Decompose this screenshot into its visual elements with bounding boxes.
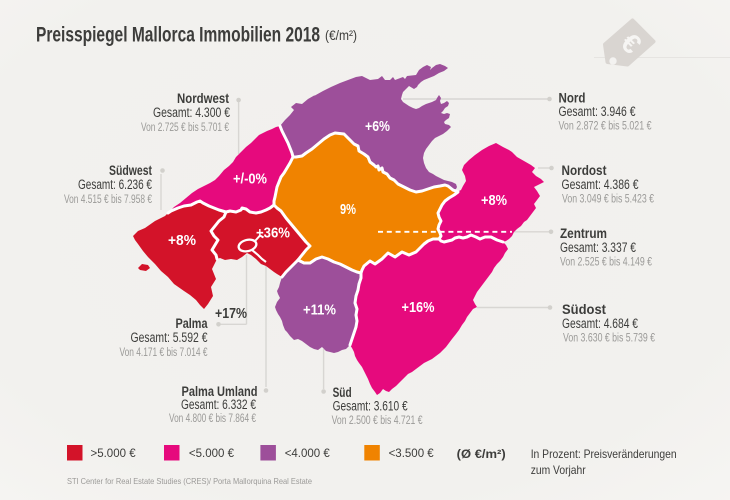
svg-text:9%: 9% <box>340 202 356 218</box>
svg-text:+36%: +36% <box>256 226 290 242</box>
svg-text:+16%: +16% <box>402 300 435 316</box>
svg-text:Südwest: Südwest <box>109 163 152 178</box>
svg-text:Von 4.800 € bis 7.864 €: Von 4.800 € bis 7.864 € <box>169 413 256 425</box>
svg-text:Gesamt: 6.236 €: Gesamt: 6.236 € <box>78 177 152 192</box>
svg-text:zum Vorjahr: zum Vorjahr <box>531 463 586 477</box>
svg-text:Gesamt: 4.684 €: Gesamt: 4.684 € <box>562 316 638 331</box>
svg-text:Gesamt: 3.610 €: Gesamt: 3.610 € <box>333 399 408 414</box>
svg-text:Gesamt: 4.300 €: Gesamt: 4.300 € <box>153 105 230 120</box>
svg-text:Gesamt: 6.332 €: Gesamt: 6.332 € <box>181 397 256 412</box>
svg-text:Von 3.630 € bis 5.739 €: Von 3.630 € bis 5.739 € <box>563 333 655 345</box>
svg-text:(€/m²): (€/m²) <box>325 28 357 43</box>
svg-text:Gesamt: 4.386 €: Gesamt: 4.386 € <box>562 177 639 192</box>
svg-text:Gesamt: 3.946 €: Gesamt: 3.946 € <box>559 104 636 119</box>
svg-text:Preisspiegel Mallorca Immobili: Preisspiegel Mallorca Immobilien 2018 <box>36 24 320 47</box>
svg-text:Von 4.171 € bis 7.014 €: Von 4.171 € bis 7.014 € <box>120 347 208 359</box>
svg-text:STI Center for Real Estate Stu: STI Center for Real Estate Studies (CRES… <box>67 476 312 486</box>
svg-text:Palma: Palma <box>176 316 208 331</box>
svg-text:+6%: +6% <box>365 119 390 135</box>
svg-text:Gesamt: 3.337 €: Gesamt: 3.337 € <box>560 240 636 255</box>
svg-text:+11%: +11% <box>303 303 336 319</box>
svg-text:Zentrum: Zentrum <box>560 226 607 241</box>
svg-text:+8%: +8% <box>168 233 196 249</box>
svg-text:Nord: Nord <box>559 91 586 106</box>
svg-text:(Ø €/m²): (Ø €/m²) <box>457 447 506 461</box>
svg-text:Nordost: Nordost <box>562 163 607 178</box>
svg-text:Nordwest: Nordwest <box>177 91 229 106</box>
svg-text:<4.000 €: <4.000 € <box>285 448 331 460</box>
svg-text:+17%: +17% <box>215 306 247 322</box>
svg-text:>5.000 €: >5.000 € <box>91 448 137 460</box>
svg-text:Gesamt: 5.592 €: Gesamt: 5.592 € <box>131 330 208 345</box>
svg-text:Südost: Südost <box>562 302 606 317</box>
svg-text:+/-0%: +/-0% <box>233 172 267 188</box>
svg-text:<5.000 €: <5.000 € <box>189 448 235 460</box>
svg-text:Von 2.500 € bis 4.721 €: Von 2.500 € bis 4.721 € <box>332 415 423 427</box>
svg-text:Von 2.525 € bis 4.149 €: Von 2.525 € bis 4.149 € <box>560 257 652 269</box>
svg-text:<3.500 €: <3.500 € <box>389 448 435 460</box>
svg-text:Süd: Süd <box>333 385 352 400</box>
svg-text:In Prozent: Preisveränderungen: In Prozent: Preisveränderungen <box>531 447 677 461</box>
svg-text:Von 2.725 € bis 5.701 €: Von 2.725 € bis 5.701 € <box>141 122 229 134</box>
svg-text:Von 4.515 € bis 7.958 €: Von 4.515 € bis 7.958 € <box>64 194 152 206</box>
svg-text:Von 2.872 € bis 5.021 €: Von 2.872 € bis 5.021 € <box>559 121 652 133</box>
svg-text:Von 3.049 € bis 5.423 €: Von 3.049 € bis 5.423 € <box>562 194 654 206</box>
svg-text:+8%: +8% <box>481 193 507 209</box>
svg-text:Palma Umland: Palma Umland <box>182 384 258 399</box>
